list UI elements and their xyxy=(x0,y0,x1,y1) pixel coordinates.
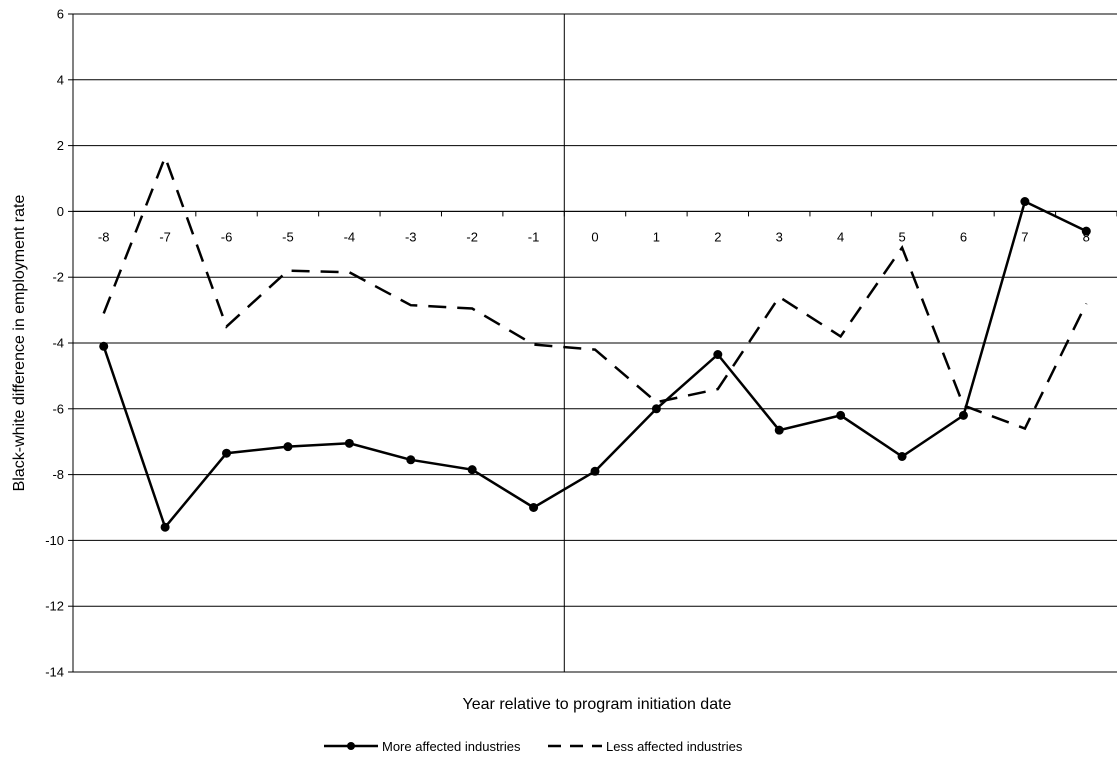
y-tick-label: -12 xyxy=(45,599,64,614)
data-point-more-affected xyxy=(651,404,661,414)
y-tick-label: 2 xyxy=(57,138,64,153)
data-point-more-affected xyxy=(99,341,109,351)
data-point-more-affected xyxy=(1081,226,1091,236)
data-point-more-affected xyxy=(529,503,539,512)
y-tick-label: -6 xyxy=(52,401,64,416)
legend-label-more-affected: More affected industries xyxy=(382,739,521,754)
y-axis-title: Black-white difference in employment rat… xyxy=(11,195,28,492)
x-tick-label: -1 xyxy=(528,229,540,244)
x-tick-label: -8 xyxy=(98,229,110,244)
data-point-more-affected xyxy=(160,522,170,532)
data-point-more-affected xyxy=(774,425,784,435)
x-tick-label: 3 xyxy=(776,229,783,244)
x-tick-labels: -8 -7 -6 -5 -4 -3 -2 -1 0 1 2 3 4 5 6 7 8 xyxy=(98,229,1090,244)
x-tick-label: -2 xyxy=(466,229,478,244)
legend-marker-more-affected-dot xyxy=(347,742,355,750)
data-point-more-affected xyxy=(344,438,354,448)
y-tick-labels: -14 -12 -10 -8 -6 -4 -2 0 2 4 6 xyxy=(45,7,64,680)
y-tick-label: -14 xyxy=(45,665,64,680)
series-line-less-affected xyxy=(102,153,1088,431)
data-series xyxy=(99,153,1091,532)
data-point-more-affected xyxy=(406,455,416,465)
x-tick-label: -5 xyxy=(282,229,294,244)
y-tick-label: 4 xyxy=(57,72,64,87)
x-tick-label: -3 xyxy=(405,229,417,244)
data-point-more-affected xyxy=(467,465,477,475)
y-tick-label: -4 xyxy=(52,336,64,351)
x-tick-label: 4 xyxy=(837,229,844,244)
series-line-more-affected xyxy=(102,199,1087,530)
y-tick-label: 6 xyxy=(57,7,64,22)
x-tick-label: 1 xyxy=(653,229,660,244)
x-tick-label: 2 xyxy=(714,229,721,244)
x-tick-label: -4 xyxy=(344,229,356,244)
data-point-more-affected xyxy=(1020,197,1030,207)
data-point-more-affected xyxy=(897,452,907,462)
x-tick-label: -7 xyxy=(159,229,171,244)
data-point-more-affected xyxy=(713,350,723,360)
data-point-more-affected xyxy=(836,410,846,420)
x-tick-label: 8 xyxy=(1083,229,1090,244)
x-tick-label: -6 xyxy=(221,229,233,244)
y-tick-label: 0 xyxy=(57,204,64,219)
data-point-more-affected xyxy=(283,442,293,452)
data-point-more-affected xyxy=(958,410,968,420)
y-tick-label: -10 xyxy=(45,533,64,548)
y-tick-label: -2 xyxy=(52,270,64,285)
data-point-more-affected xyxy=(590,466,600,476)
y-tick-label: -8 xyxy=(52,467,64,482)
x-tick-label: 6 xyxy=(960,229,967,244)
x-tick-label: 0 xyxy=(591,229,598,244)
gridlines xyxy=(73,13,1117,673)
axes xyxy=(68,13,1117,673)
x-tick-label: 5 xyxy=(898,229,905,244)
x-axis-title: Year relative to program initiation date xyxy=(463,696,732,713)
legend-label-less-affected: Less affected industries xyxy=(606,739,743,754)
legend: More affected industries Less affected i… xyxy=(324,739,743,754)
x-tick-label: 7 xyxy=(1021,229,1028,244)
data-point-more-affected xyxy=(222,448,232,458)
